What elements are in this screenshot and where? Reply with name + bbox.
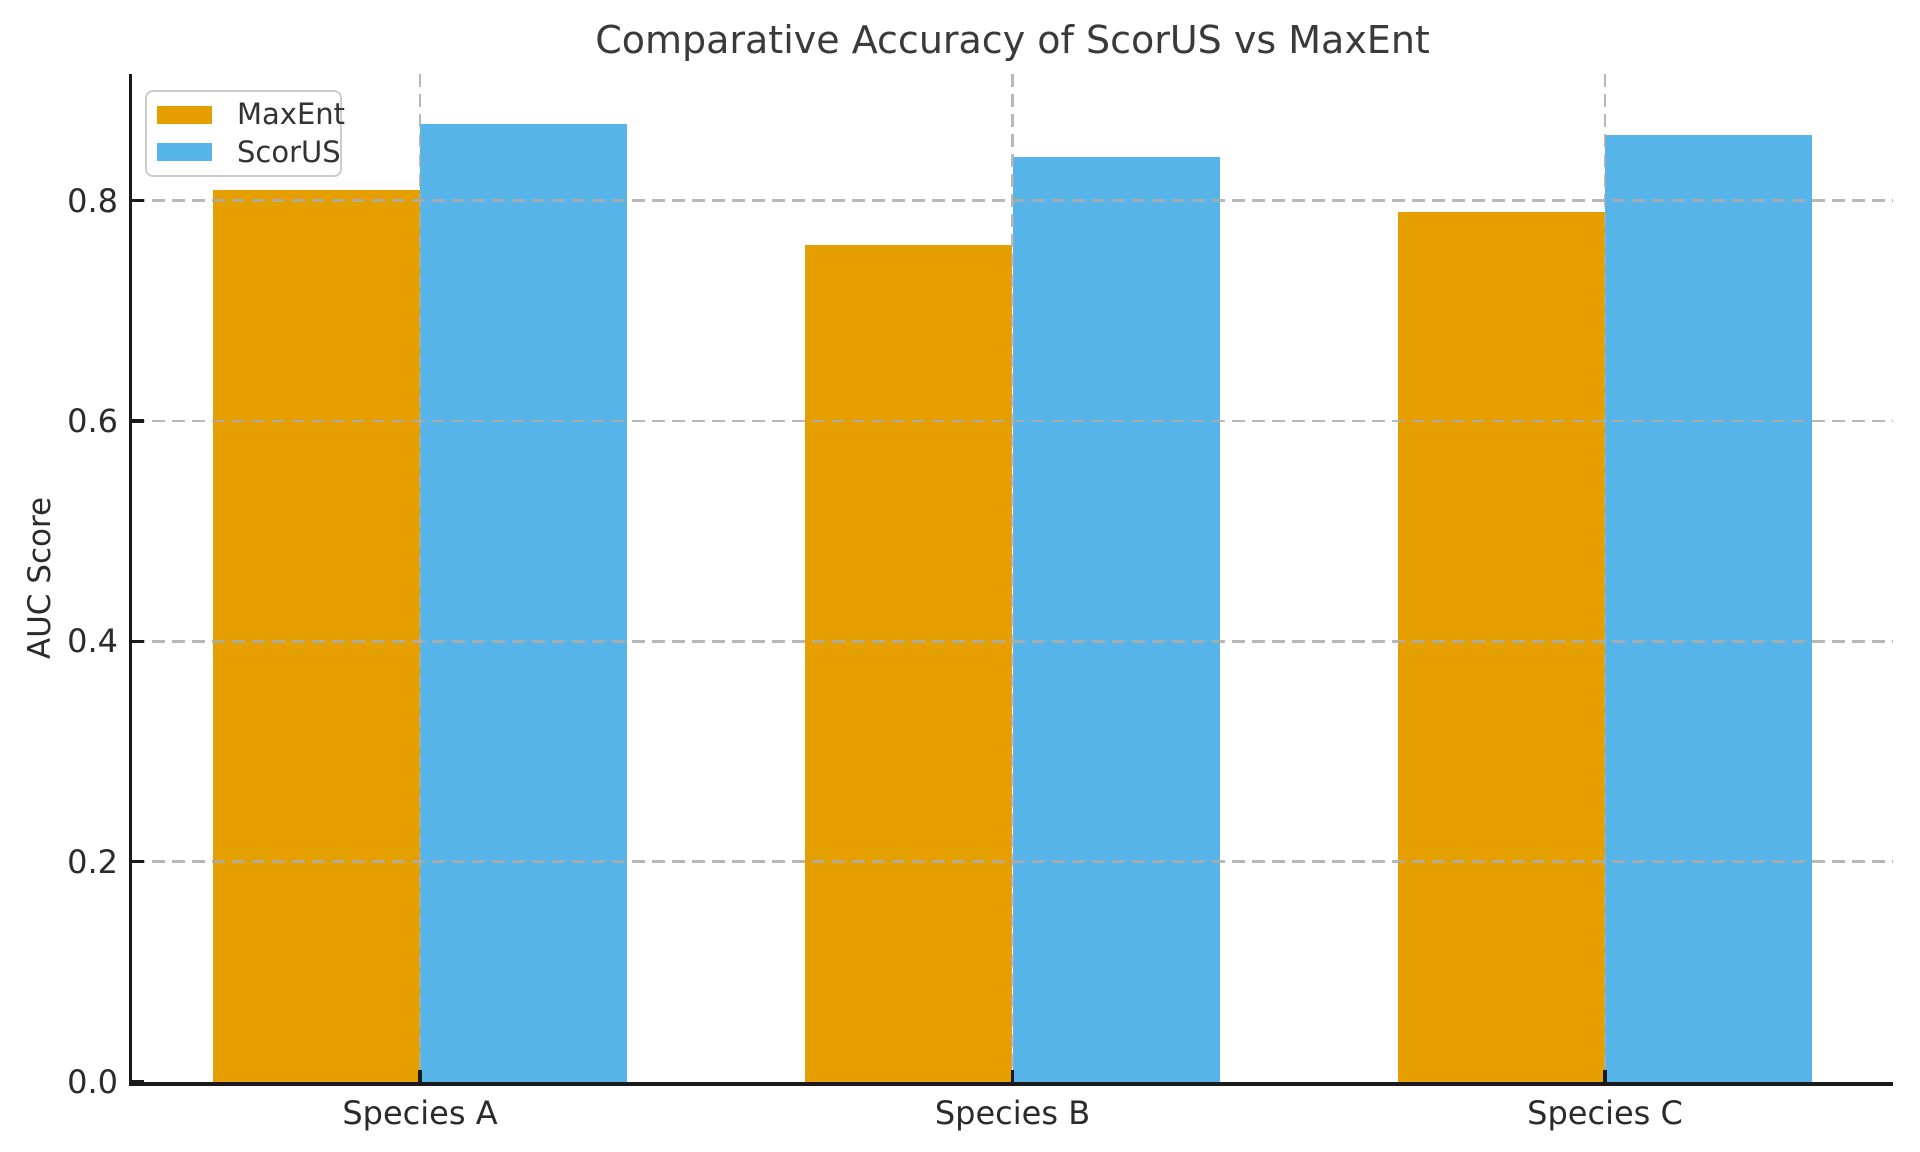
y-tick-label-0.4: 0.4 xyxy=(67,622,118,661)
y-tick-0.4 xyxy=(132,639,144,644)
legend-swatch-scorus xyxy=(157,143,212,162)
x-tick-label-species-b: Species B xyxy=(934,1094,1091,1132)
legend: MaxEnt ScorUS xyxy=(145,90,345,177)
bar-scorus-species-b xyxy=(1012,156,1220,1082)
y-tick-0.2 xyxy=(132,859,144,864)
legend-label-scorus: ScorUS xyxy=(237,134,341,169)
gridline-x-species-a xyxy=(418,74,422,1082)
y-tick-label-0.6: 0.6 xyxy=(67,402,118,441)
x-tick-species-a xyxy=(418,1070,422,1082)
y-tick-label-0.8: 0.8 xyxy=(67,181,118,220)
bar-maxent-species-a xyxy=(212,189,420,1082)
y-tick-0.8 xyxy=(132,198,144,203)
legend-item-scorus: ScorUS xyxy=(157,134,341,169)
gridline-x-species-b xyxy=(1011,74,1014,1082)
x-tick-label-species-c: Species C xyxy=(1527,1094,1683,1132)
x-tick-species-c xyxy=(1603,1070,1607,1082)
x-axis-spine xyxy=(128,1082,1893,1086)
y-tick-0.6 xyxy=(132,419,144,423)
legend-swatch-maxent xyxy=(157,105,212,124)
bar-maxent-species-c xyxy=(1397,211,1606,1082)
plot-area: 0.0 0.2 0.4 0.6 0.8 Species A Species B Species… xyxy=(67,74,1893,1132)
bar-maxent-species-b xyxy=(805,244,1013,1082)
y-tick-label-0.2: 0.2 xyxy=(67,842,118,881)
legend-label-maxent: MaxEnt xyxy=(237,97,346,132)
x-tick-species-b xyxy=(1010,1070,1015,1082)
gridline-x-species-c xyxy=(1603,74,1607,1082)
chart-title: Comparative Accuracy of ScorUS vs MaxEnt xyxy=(595,18,1430,62)
y-axis-spine xyxy=(128,74,132,1086)
y-tick-label-0.0: 0.0 xyxy=(67,1063,118,1101)
bar-scorus-species-c xyxy=(1605,134,1813,1082)
x-tick-label-species-a: Species A xyxy=(342,1094,498,1132)
bar-scorus-species-a xyxy=(419,123,628,1082)
legend-item-maxent: MaxEnt xyxy=(157,100,345,129)
y-tick-0.0 xyxy=(132,1080,144,1084)
